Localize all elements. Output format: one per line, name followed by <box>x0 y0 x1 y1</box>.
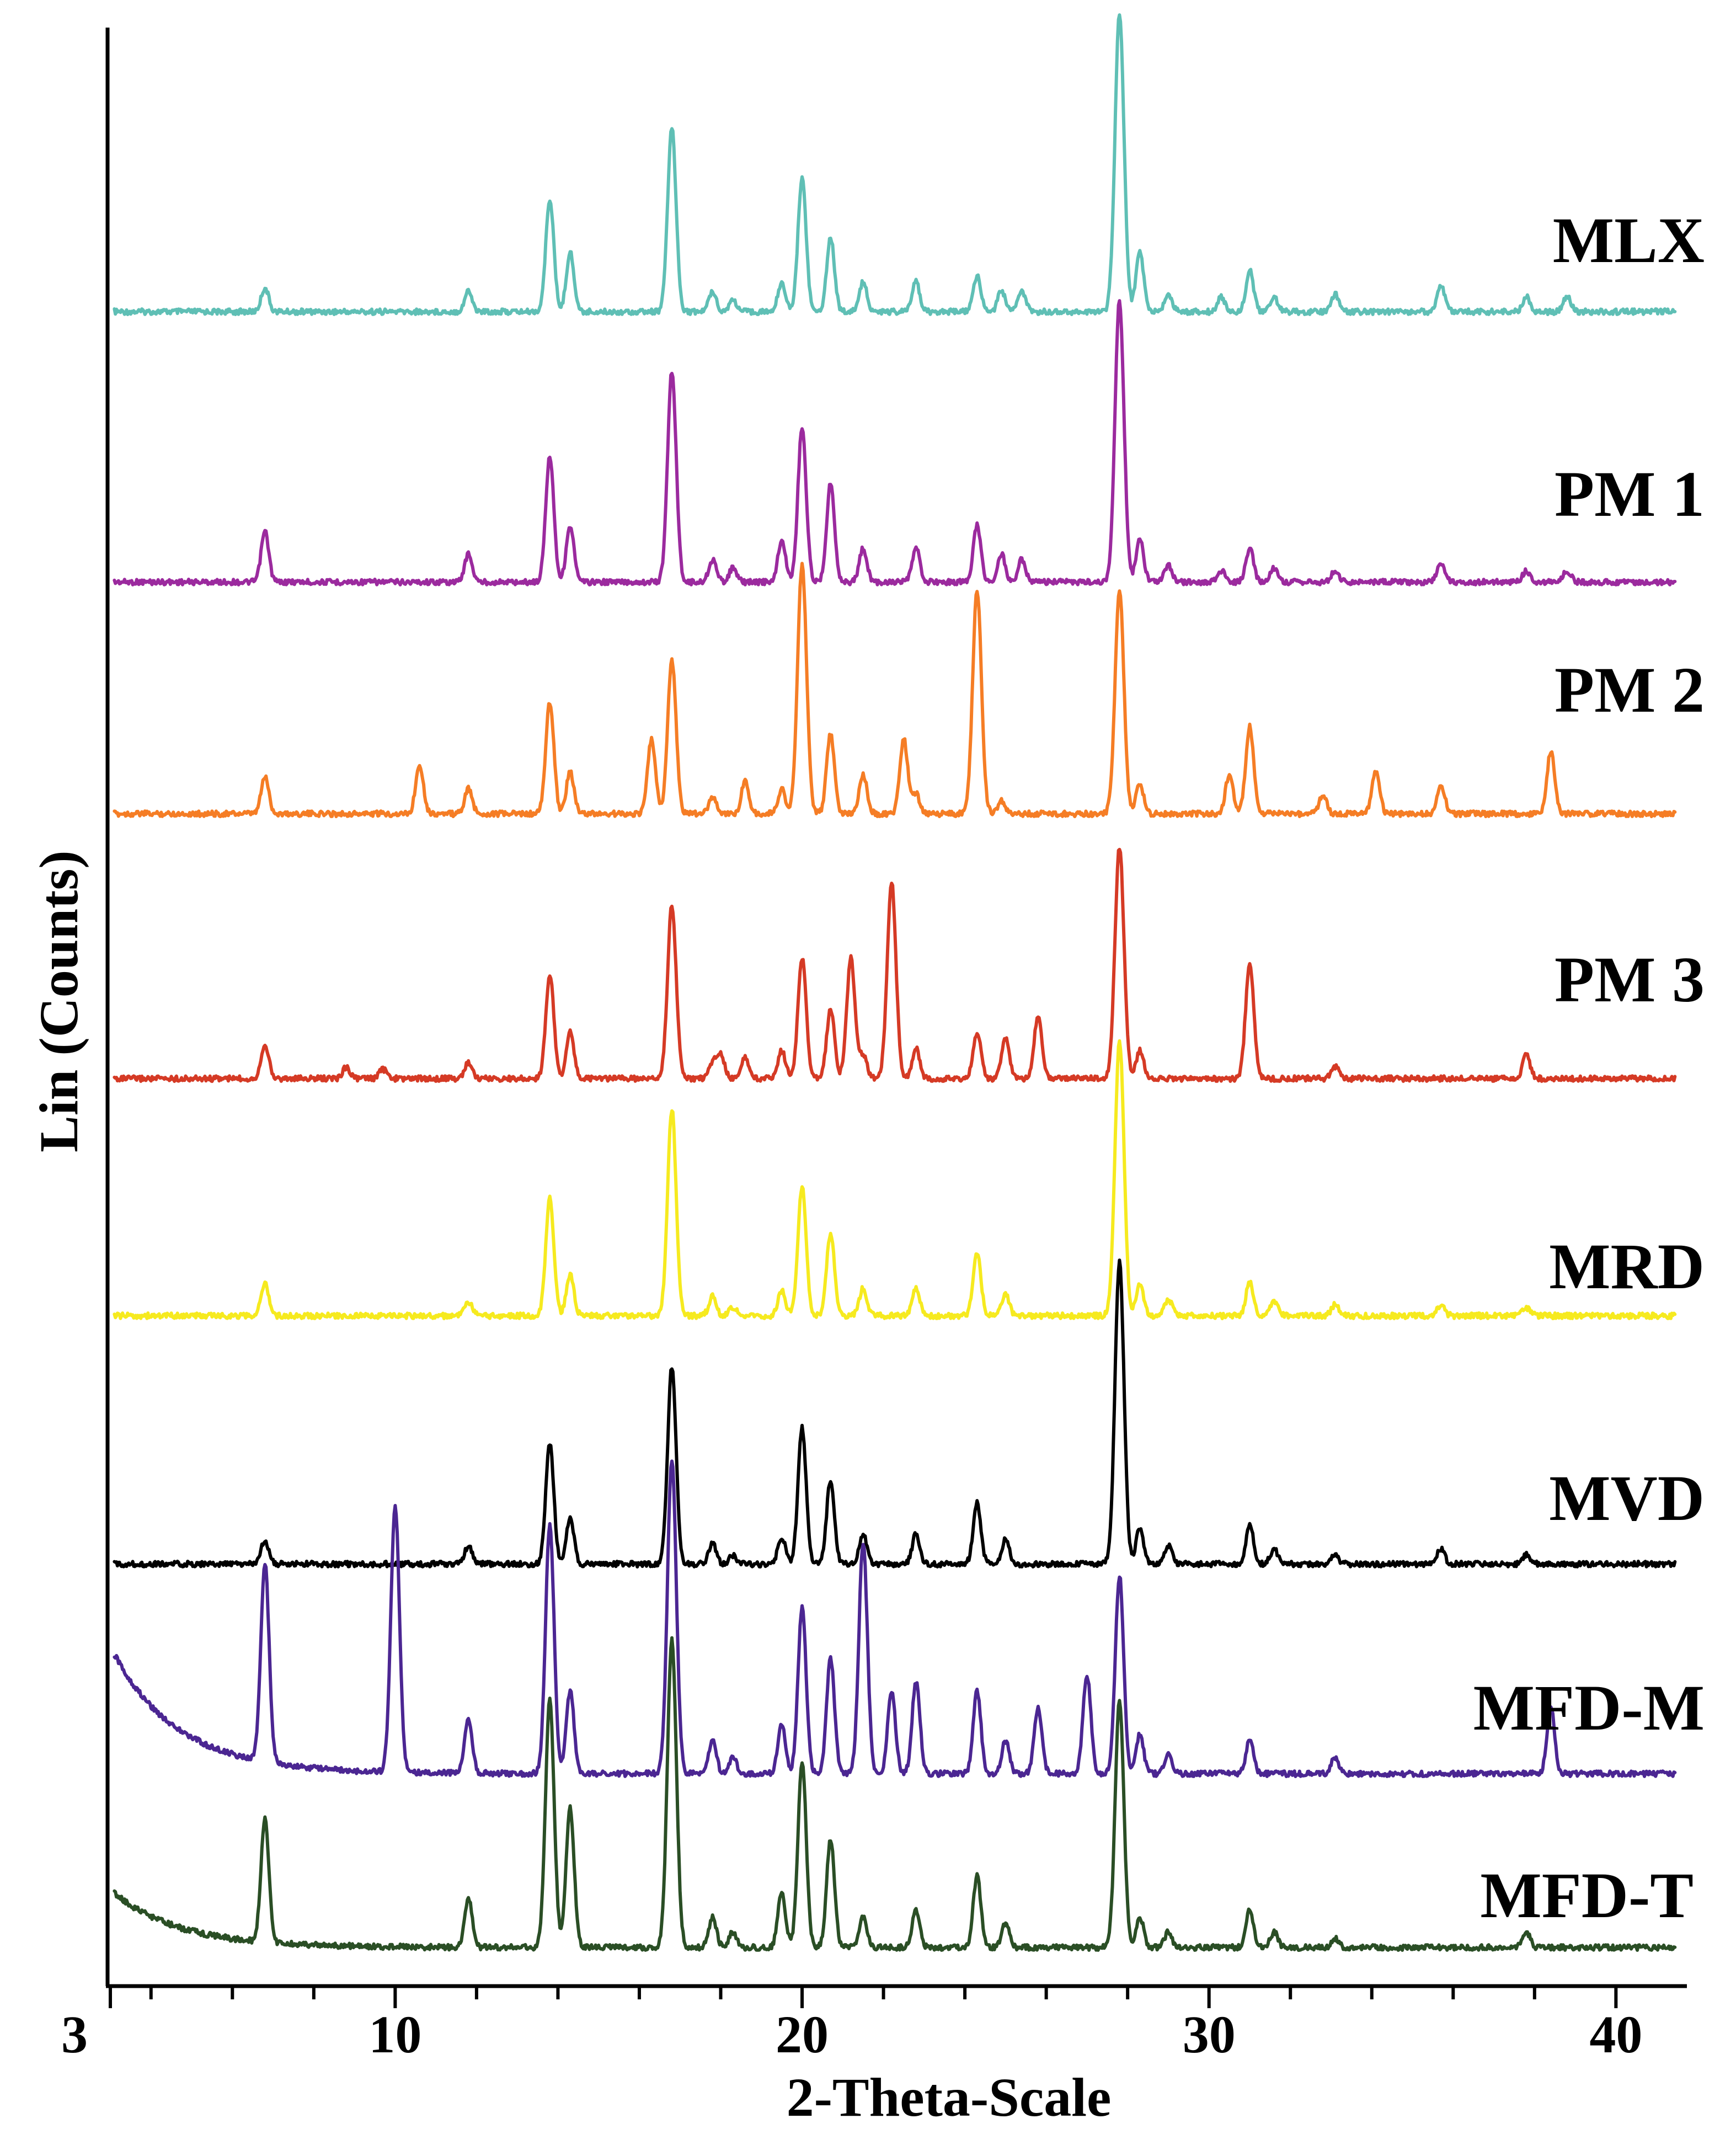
series-label-pm-3: PM 3 <box>1555 943 1705 1016</box>
x-axis-minor-ticks <box>149 1986 1536 1999</box>
series-line-mfd-m <box>113 1459 1677 1778</box>
series-line-mrd <box>113 1039 1677 1320</box>
series-line-mvd <box>113 1258 1677 1568</box>
series-label-mfd-m: MFD-M <box>1473 1672 1705 1744</box>
series-line-mfd-t <box>113 1636 1677 1952</box>
series-label-mrd: MRD <box>1549 1230 1705 1303</box>
series-labels: MLX PM 1 PM 2 PM 3 MRD MVD MFD-M MFD-T <box>1473 204 1705 1931</box>
x-axis-title: 2-Theta-Scale <box>787 2067 1112 2128</box>
series-layer <box>113 13 1677 1952</box>
series-line-pm-3 <box>113 847 1677 1083</box>
series-label-pm-2: PM 2 <box>1555 654 1705 726</box>
series-label-mvd: MVD <box>1549 1462 1705 1534</box>
series-line-mlx <box>113 13 1677 316</box>
series-label-mfd-t: MFD-T <box>1480 1859 1694 1931</box>
x-tick-labels: 3 10 20 30 40 <box>61 2005 1642 2064</box>
y-axis-title: Lin (Counts) <box>28 850 89 1152</box>
x-axis-major-ticks <box>109 1986 1618 2008</box>
x-tick-label-20: 20 <box>776 2005 829 2064</box>
x-tick-label-3: 3 <box>61 2005 88 2064</box>
series-line-pm-1 <box>113 299 1677 586</box>
x-tick-label-40: 40 <box>1589 2005 1642 2064</box>
x-tick-label-10: 10 <box>368 2005 421 2064</box>
series-label-mlx: MLX <box>1553 204 1705 276</box>
series-line-pm-2 <box>113 562 1677 818</box>
series-label-pm-1: PM 1 <box>1555 458 1705 530</box>
x-tick-label-30: 30 <box>1183 2005 1236 2064</box>
